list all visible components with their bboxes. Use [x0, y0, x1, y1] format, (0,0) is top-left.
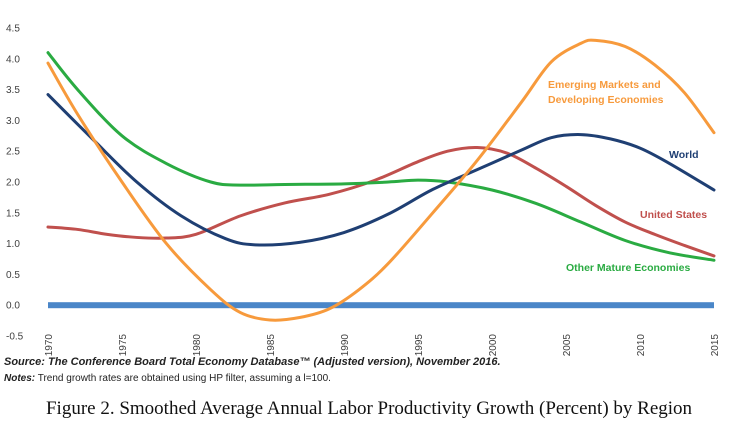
series-line-emerging-markets — [46, 38, 716, 322]
y-tick-label: 0.5 — [6, 270, 20, 281]
notes-text: Trend growth rates are obtained using HP… — [35, 373, 331, 384]
figure-caption: Figure 2. Smoothed Average Annual Labor … — [45, 398, 693, 419]
series-label-united-states: United States — [640, 209, 707, 221]
series-line-united-states — [46, 145, 716, 258]
y-tick-label: 2.0 — [6, 178, 20, 189]
series-label-emerging-markets: Emerging Markets and Developing Economies — [548, 79, 664, 106]
x-axis: 1970 1975 1980 1985 1990 1995 2000 2005 2010 2015 — [44, 334, 721, 357]
line-chart: -0.50.00.51.01.52.02.53.03.54.04.5 1970 1… — [6, 24, 721, 357]
notes-label: Notes: — [4, 373, 36, 384]
y-tick-label: 4.5 — [6, 24, 20, 35]
series-line-world — [46, 93, 716, 247]
x-tick-label: 2000 — [488, 334, 499, 357]
y-tick-label: 3.0 — [6, 116, 20, 127]
x-tick-label: 1990 — [340, 334, 351, 357]
y-tick-label: 1.5 — [6, 208, 20, 219]
series-labels: World United States Other Mature Economies… — [548, 79, 707, 274]
x-tick-label: 1995 — [414, 334, 425, 357]
y-tick-label: 1.0 — [6, 239, 20, 250]
x-tick-label: 2010 — [636, 334, 647, 357]
y-tick-label: 4.0 — [6, 54, 20, 65]
series-line-other-mature-economies — [46, 51, 716, 262]
series-label-world: World — [669, 149, 699, 161]
x-tick-label: 1985 — [266, 334, 277, 357]
x-tick-label: 2005 — [562, 334, 573, 357]
x-tick-label: 2015 — [710, 334, 721, 357]
notes: Notes: Trend growth rates are obtained u… — [4, 373, 331, 384]
series-lines — [46, 38, 716, 322]
y-tick-label: 2.5 — [6, 147, 20, 158]
zero-baseline — [48, 302, 714, 309]
y-tick-label: 0.0 — [6, 301, 20, 312]
x-tick-label: 1970 — [44, 334, 55, 357]
y-axis: -0.5 0.0 0.5 1.0 1.5 2.0 2.5 3.0 3.5 4.0 4.5 — [6, 24, 714, 343]
series-label-other-mature-economies: Other Mature Economies — [566, 262, 690, 274]
y-tick-label: -0.5 — [6, 332, 24, 343]
y-tick-label: 3.5 — [6, 85, 20, 96]
x-tick-label: 1980 — [192, 334, 203, 357]
x-tick-label: 1975 — [118, 334, 129, 357]
source-note: Source: The Conference Board Total Econo… — [4, 356, 501, 368]
